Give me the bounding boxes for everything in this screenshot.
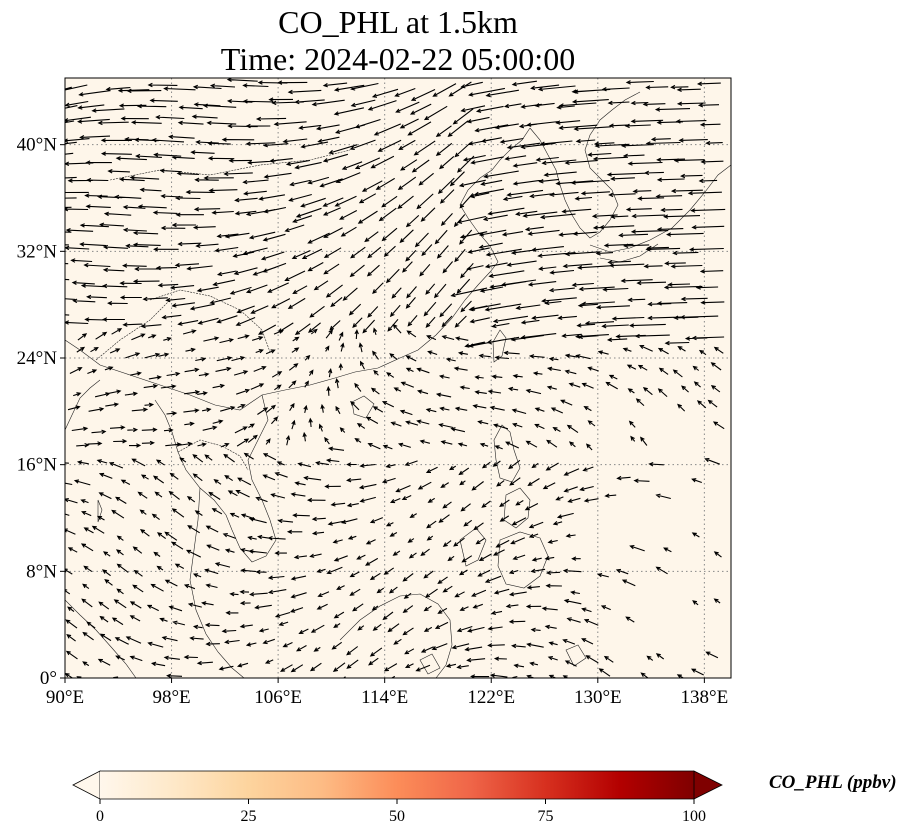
colorbar-gradient: [100, 771, 694, 799]
colorbar-tick-label: 0: [96, 808, 104, 825]
lat-tick-label: 8°N: [26, 561, 57, 582]
lat-tick-label: 32°N: [17, 241, 58, 262]
colorbar-extend-low: [72, 770, 101, 800]
coastlines: [65, 91, 731, 678]
map-gridlines: [65, 78, 731, 678]
lon-tick-label: 122°E: [467, 687, 515, 708]
lon-tick-label: 106°E: [254, 687, 302, 708]
map-background: [65, 78, 731, 678]
colorbar: 0 25 50 75 100 CO_PHL (ppbv): [72, 770, 897, 825]
lat-tick-label: 40°N: [17, 135, 58, 156]
wind-vector-field: [65, 78, 726, 678]
plot-title-line-2: Time: 2024-02-22 05:00:00: [220, 41, 576, 77]
lon-tick-label: 98°E: [152, 687, 190, 708]
colorbar-tick-label: 50: [389, 808, 405, 825]
lon-tick-label: 90°E: [46, 687, 84, 708]
wind-vectors: [65, 78, 726, 678]
lat-tick-label: 16°N: [17, 455, 58, 476]
plot-title-line-1: CO_PHL at 1.5km: [278, 4, 518, 40]
lon-tick-label: 130°E: [574, 687, 622, 708]
latitude-axis: 0° 8°N 16°N 24°N 32°N 40°N: [17, 135, 65, 689]
colorbar-label: CO_PHL (ppbv): [769, 772, 897, 793]
lon-tick-label: 138°E: [681, 687, 729, 708]
lat-tick-label: 0°: [40, 668, 57, 689]
map-frame: [64, 77, 732, 679]
lon-tick-label: 114°E: [361, 687, 408, 708]
lat-tick-label: 24°N: [17, 348, 58, 369]
colorbar-ticks: 0 25 50 75 100: [96, 799, 706, 825]
colorbar-tick-label: 75: [538, 808, 554, 825]
map-panel: 90°E 98°E 106°E 114°E 122°E 130°E 138°E 0° 8°N 1…: [17, 77, 732, 708]
longitude-axis: 90°E 98°E 106°E 114°E 122°E 130°E 138°E: [46, 678, 728, 708]
colorbar-extend-high: [693, 770, 723, 800]
colorbar-tick-label: 100: [682, 808, 706, 825]
colorbar-tick-label: 25: [241, 808, 257, 825]
